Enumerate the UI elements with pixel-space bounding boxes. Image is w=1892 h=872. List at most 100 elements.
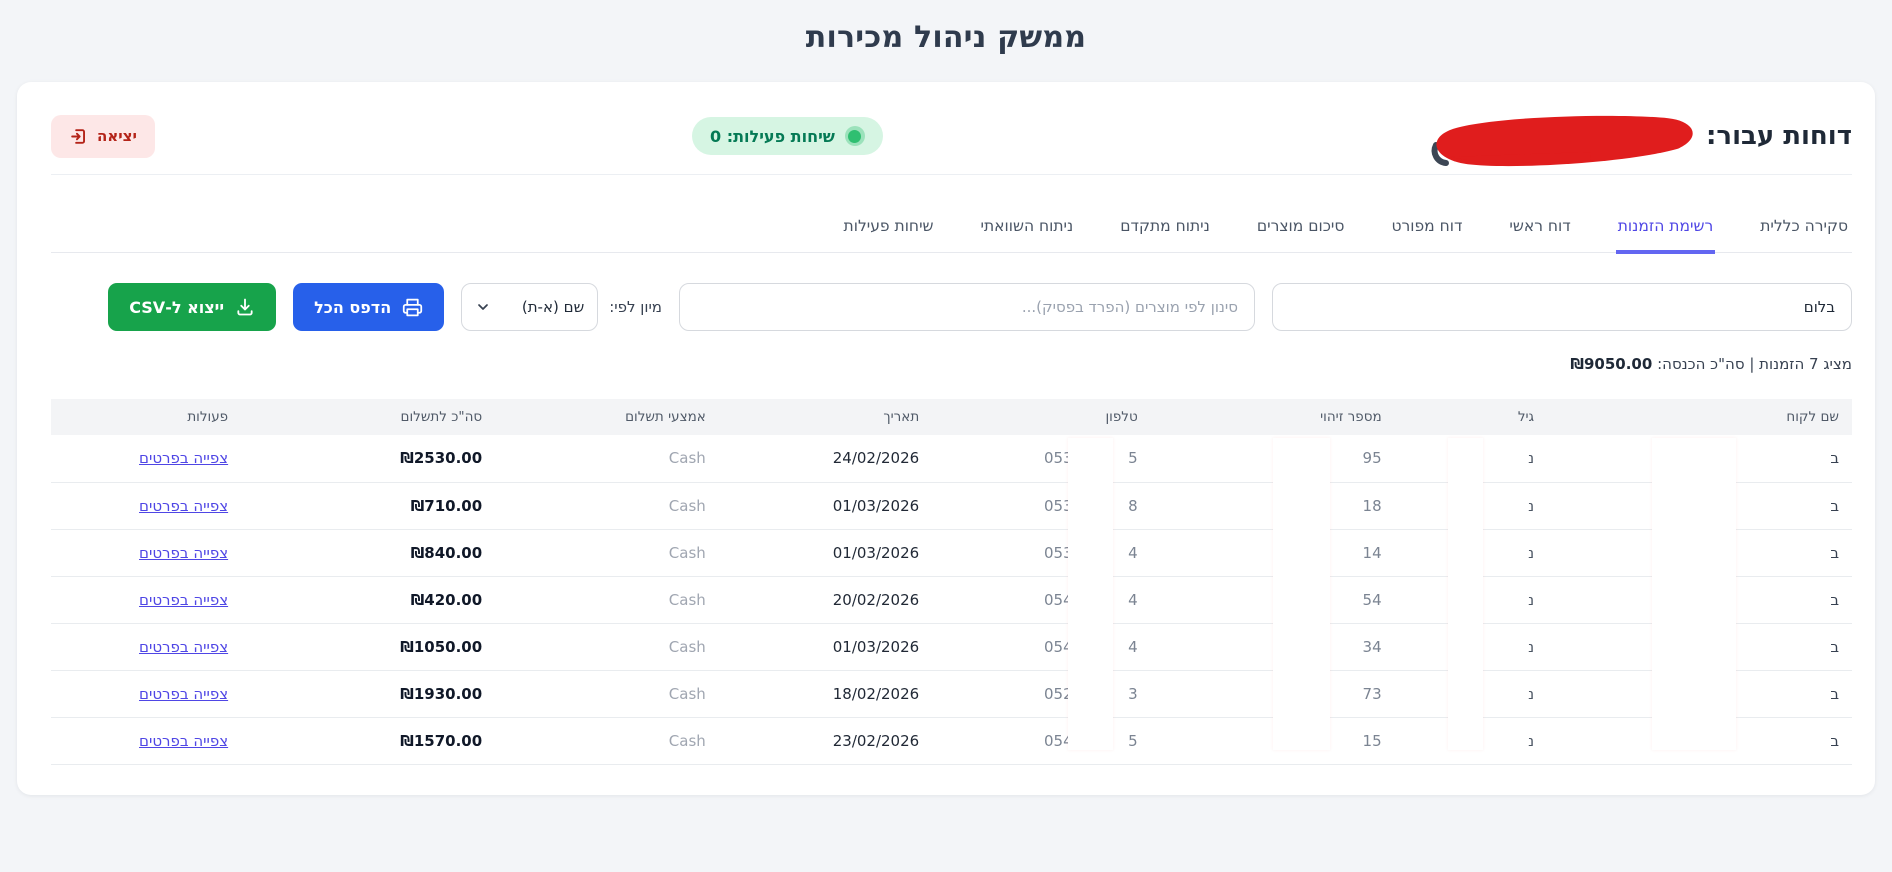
customer-name-fragment: ב [1830, 731, 1839, 750]
col-phone: טלפון [932, 399, 1151, 435]
product-filter-input[interactable] [679, 283, 1255, 331]
tab-4[interactable]: סיכום מוצרים [1256, 217, 1345, 235]
redaction-scribble [1431, 115, 1693, 167]
table-row: ב נ 05 95 0533 5 24/02/2 [51, 435, 1852, 483]
order-total: ₪420.00 [410, 590, 483, 609]
export-csv-label: ייצוא ל-CSV [129, 297, 225, 317]
reports-card: דוחות עבור: שיחות פעילות: 0 יציאה סקירה … [17, 82, 1875, 795]
payment-method: Cash [668, 590, 706, 609]
customer-search-input[interactable] [1272, 283, 1852, 331]
tab-0[interactable]: סקירה כללית [1760, 217, 1848, 235]
phone-suffix-fragment: 5 [1128, 449, 1138, 468]
customer-name-fragment: ב [1830, 590, 1839, 609]
order-date: 20/02/2026 [832, 590, 920, 609]
order-date: 01/03/2026 [832, 637, 920, 656]
age-fragment: נ [1528, 449, 1535, 468]
col-total: סה"כ לתשלום [241, 399, 496, 435]
col-age: גיל [1394, 399, 1548, 435]
col-date: תאריך [718, 399, 933, 435]
sort-by-label: מיון לפי: [609, 298, 662, 316]
col-payment-method: אמצעי תשלום [495, 399, 719, 435]
tab-2[interactable]: דוח ראשי [1509, 217, 1571, 235]
sort-select[interactable]: שם (א-ת) [461, 283, 599, 331]
redaction-box-name [1652, 438, 1736, 750]
active-calls-badge: שיחות פעילות: 0 [691, 117, 883, 155]
redaction-box-phone [1068, 438, 1113, 750]
order-total: ₪840.00 [410, 543, 483, 562]
customer-name-fragment: ב [1830, 637, 1839, 656]
col-id-number: מספר זיהוי [1150, 399, 1395, 435]
payment-method: Cash [668, 449, 706, 468]
table-row: ב נ 05 18 0533 8 01/03/2 [51, 482, 1852, 530]
page-title: ממשק ניהול מכירות [805, 20, 1087, 55]
age-fragment: נ [1528, 637, 1535, 656]
report-title: דוחות עבור: [1420, 113, 1852, 167]
summary-total: ₪9050.00 [1570, 355, 1653, 373]
redaction-box-id [1273, 438, 1330, 750]
exit-button[interactable]: יציאה [51, 114, 155, 158]
controls-row: מיון לפי: שם (א-ת) הדפס הכל ייצוא ל-CSV [51, 283, 1852, 331]
view-details-link[interactable]: צפייה בפרטים [139, 496, 229, 515]
payment-method: Cash [668, 543, 706, 562]
phone-suffix-fragment: 3 [1128, 684, 1138, 703]
col-actions: פעולות [51, 399, 242, 435]
print-all-button[interactable]: הדפס הכל [293, 283, 445, 331]
export-csv-button[interactable]: ייצוא ל-CSV [108, 283, 277, 331]
order-date: 01/03/2026 [832, 543, 920, 562]
payment-method: Cash [668, 731, 706, 750]
order-total: ₪1930.00 [400, 684, 483, 703]
age-fragment: נ [1528, 590, 1535, 609]
id-suffix-fragment: 95 [1362, 449, 1382, 468]
age-fragment: נ [1528, 543, 1535, 562]
phone-suffix-fragment: 4 [1128, 543, 1138, 562]
customer-name-fragment: ב [1830, 496, 1839, 515]
payment-method: Cash [668, 637, 706, 656]
id-suffix-fragment: 73 [1362, 684, 1382, 703]
view-details-link[interactable]: צפייה בפרטים [139, 590, 229, 609]
table-row: ב נ 05 14 0533 4 01/03/2 [51, 529, 1852, 577]
active-calls-label: שיחות פעילות: 0 [709, 126, 835, 146]
tab-7[interactable]: שיחות פעילות [843, 217, 934, 235]
tab-5[interactable]: ניתוח מתקדם [1120, 217, 1210, 235]
order-date: 23/02/2026 [832, 731, 920, 750]
reports-for-label: דוחות עבור: [1706, 121, 1852, 151]
orders-table: שם לקוח גיל מספר זיהוי טלפון תאריך אמצעי… [51, 399, 1852, 765]
order-total: ₪1570.00 [400, 731, 483, 750]
table-row: ב נ 05 34 0548 4 01/03/2 [51, 623, 1852, 671]
phone-suffix-fragment: 4 [1128, 637, 1138, 656]
view-details-link[interactable]: צפייה בפרטים [139, 731, 229, 750]
results-summary: מציג 7 הזמנות | סה"כ הכנסה: ₪9050.00 [51, 355, 1852, 373]
order-total: ₪2530.00 [400, 449, 483, 468]
order-date: 24/02/2026 [832, 449, 920, 468]
phone-suffix-fragment: 5 [1128, 731, 1138, 750]
view-details-link[interactable]: צפייה בפרטים [139, 543, 229, 562]
redaction-box-age [1448, 438, 1483, 750]
phone-suffix-fragment: 4 [1128, 590, 1138, 609]
tab-6[interactable]: ניתוח השוואתי [980, 217, 1074, 235]
summary-text: מציג 7 הזמנות | סה"כ הכנסה: [1657, 355, 1852, 373]
age-fragment: נ [1528, 684, 1535, 703]
view-details-link[interactable]: צפייה בפרטים [139, 637, 229, 656]
orders-table-wrap: שם לקוח גיל מספר זיהוי טלפון תאריך אמצעי… [51, 399, 1852, 765]
tab-bar: סקירה כללית רשימת הזמנות דוח ראשי דוח מפ… [51, 217, 1852, 254]
customer-name-fragment: ב [1830, 543, 1839, 562]
age-fragment: נ [1528, 496, 1535, 515]
order-date: 01/03/2026 [832, 496, 920, 515]
col-customer-name: שם לקוח [1547, 399, 1852, 435]
payment-method: Cash [668, 496, 706, 515]
sort-selected-value: שם (א-ת) [521, 298, 585, 316]
tab-1[interactable]: רשימת הזמנות [1615, 217, 1716, 254]
id-suffix-fragment: 34 [1362, 637, 1382, 656]
order-date: 18/02/2026 [832, 684, 920, 703]
chevron-down-icon [478, 304, 489, 310]
exit-label: יציאה [97, 127, 137, 145]
customer-name-fragment: ב [1830, 684, 1839, 703]
order-total: ₪710.00 [410, 496, 483, 515]
printer-icon [403, 298, 423, 316]
phone-suffix-fragment: 8 [1128, 496, 1138, 515]
status-dot-icon [844, 126, 865, 146]
tab-3[interactable]: דוח מפורט [1391, 217, 1463, 235]
view-details-link[interactable]: צפייה בפרטים [139, 449, 229, 468]
table-row: ב נ 05 73 0527 3 18/02/2 [51, 670, 1852, 718]
view-details-link[interactable]: צפייה בפרטים [139, 684, 229, 703]
